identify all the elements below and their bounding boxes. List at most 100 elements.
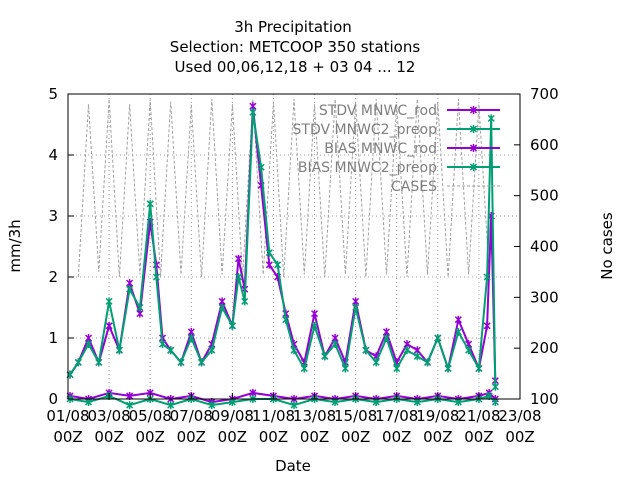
- series-marker-1: [208, 346, 216, 355]
- series-line-4: [77, 99, 490, 278]
- series-marker-1: [382, 334, 390, 342]
- series-marker-1: [487, 114, 495, 123]
- y2-axis-label: No cases: [598, 212, 616, 280]
- x-tick-label-date: 21/08: [457, 407, 500, 425]
- series-marker-1: [403, 346, 411, 355]
- x-tick-label-date: 09/08: [211, 407, 254, 425]
- legend-marker: [469, 125, 478, 133]
- series-marker-1: [454, 327, 462, 336]
- series-marker-1: [290, 346, 298, 355]
- series-marker-1: [105, 297, 113, 306]
- series-marker-1: [115, 346, 123, 355]
- x-tick-label-date: 23/08: [498, 407, 541, 425]
- series-marker-1: [331, 340, 339, 349]
- y-tick-label: 1: [48, 329, 58, 347]
- series-marker-3: [126, 401, 134, 410]
- series-marker-1: [158, 340, 167, 349]
- series-marker-1: [300, 364, 308, 373]
- series-marker-0: [105, 321, 113, 330]
- series-marker-1: [282, 315, 290, 324]
- x-tick-label-date: 15/08: [334, 407, 377, 425]
- series-layer: [66, 99, 499, 410]
- series-marker-1: [167, 346, 175, 355]
- series-marker-1: [146, 199, 154, 208]
- series-marker-3: [290, 401, 298, 410]
- legend-marker: [469, 163, 478, 171]
- series-marker-1: [95, 358, 103, 367]
- x-tick-label-time: 00Z: [94, 428, 123, 446]
- y2-tick-label: 400: [530, 238, 559, 256]
- series-marker-1: [187, 334, 195, 342]
- series-marker-1: [274, 260, 282, 269]
- series-marker-1: [126, 285, 134, 294]
- x-tick-label-date: 05/08: [129, 407, 172, 425]
- x-tick-label-time: 00Z: [505, 428, 534, 446]
- series-marker-0: [234, 254, 243, 263]
- legend-marker: [469, 106, 478, 114]
- legend-label: BIAS MNWC2_preop: [298, 160, 437, 176]
- plot-border: [67, 93, 521, 400]
- series-marker-1: [483, 273, 491, 281]
- x-tick-label-time: 00Z: [382, 428, 411, 446]
- series-marker-1: [311, 321, 319, 330]
- y2-tick-label: 300: [530, 288, 559, 306]
- y-tick-label: 3: [48, 207, 58, 225]
- series-marker-1: [241, 297, 249, 306]
- series-marker-1: [413, 352, 421, 361]
- series-marker-1: [352, 303, 360, 312]
- series-marker-1: [228, 321, 236, 330]
- series-marker-1: [136, 303, 144, 312]
- series-marker-1: [152, 273, 160, 281]
- series-marker-0: [483, 321, 491, 330]
- series-marker-1: [321, 352, 329, 361]
- series-marker-1: [444, 364, 452, 373]
- x-tick-label-date: 13/08: [293, 407, 336, 425]
- series-marker-1: [265, 248, 273, 257]
- legend-label: BIAS MNWC_rod: [324, 141, 437, 157]
- tick-labels: 0 1 2 3 4 5 100 200 300 400 500 600 700 01/08 00Z 03/08…: [46, 85, 558, 446]
- x-tick-label-date: 07/08: [170, 407, 213, 425]
- x-tick-label-time: 00Z: [300, 428, 329, 446]
- series-marker-0: [454, 315, 462, 324]
- x-tick-label-time: 00Z: [259, 428, 288, 446]
- series-marker-1: [198, 358, 206, 367]
- chart-title-line-3: Used 00,06,12,18 + 03 04 ... 12: [175, 58, 416, 76]
- series-marker-1: [434, 334, 442, 342]
- y2-tick-label: 100: [530, 390, 559, 408]
- y2-tick-label: 200: [530, 339, 559, 357]
- x-tick-label-date: 17/08: [375, 407, 418, 425]
- x-axis-label: Date: [275, 457, 311, 475]
- series-marker-3: [167, 401, 175, 410]
- x-tick-label-date: 03/08: [87, 407, 130, 425]
- axes: [67, 93, 521, 400]
- series-marker-1: [74, 358, 82, 367]
- series-marker-1: [257, 163, 265, 172]
- series-marker-1: [424, 358, 432, 367]
- x-tick-label-time: 00Z: [135, 428, 164, 446]
- legend: STDV MNWC_rod STDV MNWC2_preop BIAS MNWC_r…: [293, 103, 500, 195]
- x-tick-label-time: 00Z: [53, 428, 82, 446]
- x-tick-label-date: 11/08: [252, 407, 295, 425]
- y2-tick-label: 600: [530, 136, 559, 154]
- chart-title-line-1: 3h Precipitation: [234, 18, 352, 36]
- y-tick-label: 5: [48, 85, 58, 103]
- series-marker-1: [465, 346, 473, 355]
- series-marker-1: [177, 358, 185, 367]
- legend-label: STDV MNWC_rod: [319, 103, 437, 119]
- y-axis-label: mm/3h: [6, 219, 24, 272]
- series-marker-1: [85, 340, 93, 349]
- chart-title-line-2: Selection: METCOOP 350 stations: [170, 38, 421, 56]
- series-marker-3: [208, 401, 216, 410]
- legend-label: STDV MNWC2_preop: [293, 122, 438, 138]
- x-tick-label-time: 00Z: [218, 428, 247, 446]
- legend-label: CASES: [391, 179, 437, 195]
- series-marker-1: [362, 346, 370, 355]
- x-tick-label-date: 01/08: [46, 407, 89, 425]
- series-marker-1: [372, 358, 380, 367]
- x-tick-label-date: 19/08: [416, 407, 459, 425]
- series-marker-1: [491, 382, 499, 391]
- series-marker-1: [393, 364, 401, 373]
- y-tick-label: 0: [48, 390, 58, 408]
- x-tick-label-time: 00Z: [177, 428, 206, 446]
